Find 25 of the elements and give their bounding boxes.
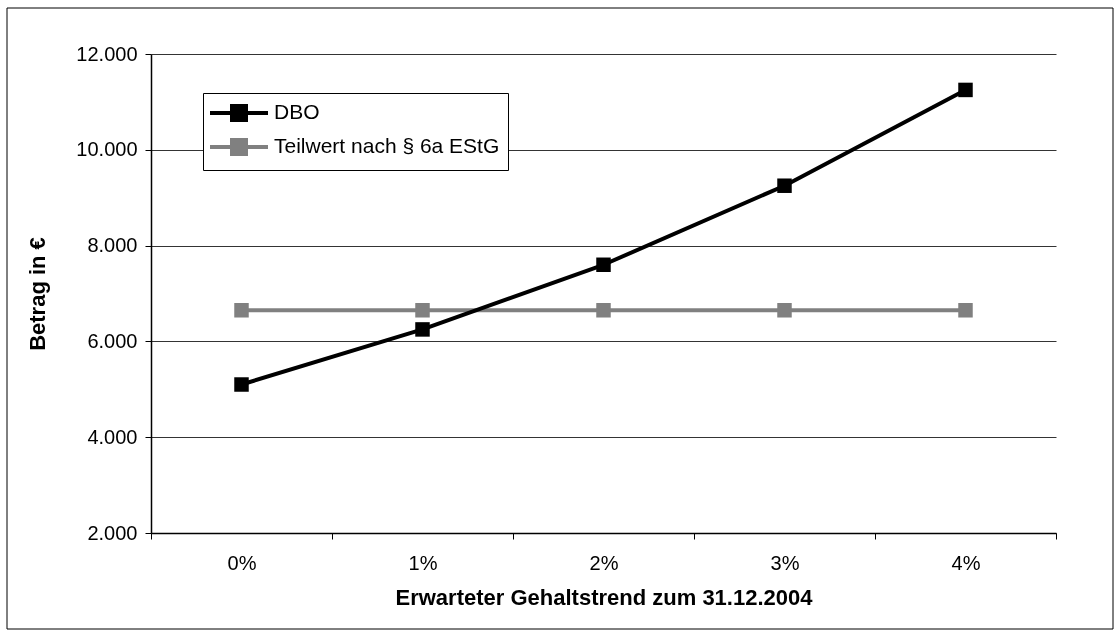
x-tick-label: 4% — [951, 551, 981, 574]
y-axis-title: Betrag in € — [25, 237, 51, 351]
x-axis-title: Erwarteter Gehaltstrend zum 31.12.2004 — [395, 584, 814, 610]
point — [958, 303, 973, 318]
point — [958, 82, 973, 98]
point — [234, 377, 249, 392]
point — [415, 322, 430, 337]
point — [596, 257, 611, 272]
y-tick-label: 6.000 — [87, 329, 138, 352]
point — [415, 303, 430, 318]
y-tick-label: 12.000 — [76, 42, 138, 65]
point — [596, 303, 611, 318]
x-tick-label: 1% — [408, 551, 438, 574]
y-tick-label: 2.000 — [87, 521, 138, 544]
legend-label: Teilwert nach § 6a EStG — [274, 134, 500, 157]
y-tick-label: 10.000 — [76, 138, 138, 161]
legend-label: DBO — [274, 100, 320, 123]
x-tick-label: 2% — [589, 551, 619, 574]
point — [777, 178, 792, 193]
x-tick-label: 3% — [770, 551, 800, 574]
y-tick-label: 8.000 — [87, 234, 138, 257]
x-tick-label: 0% — [227, 551, 257, 574]
y-tick-label: 4.000 — [87, 425, 138, 448]
point — [777, 303, 792, 318]
point — [234, 303, 249, 318]
